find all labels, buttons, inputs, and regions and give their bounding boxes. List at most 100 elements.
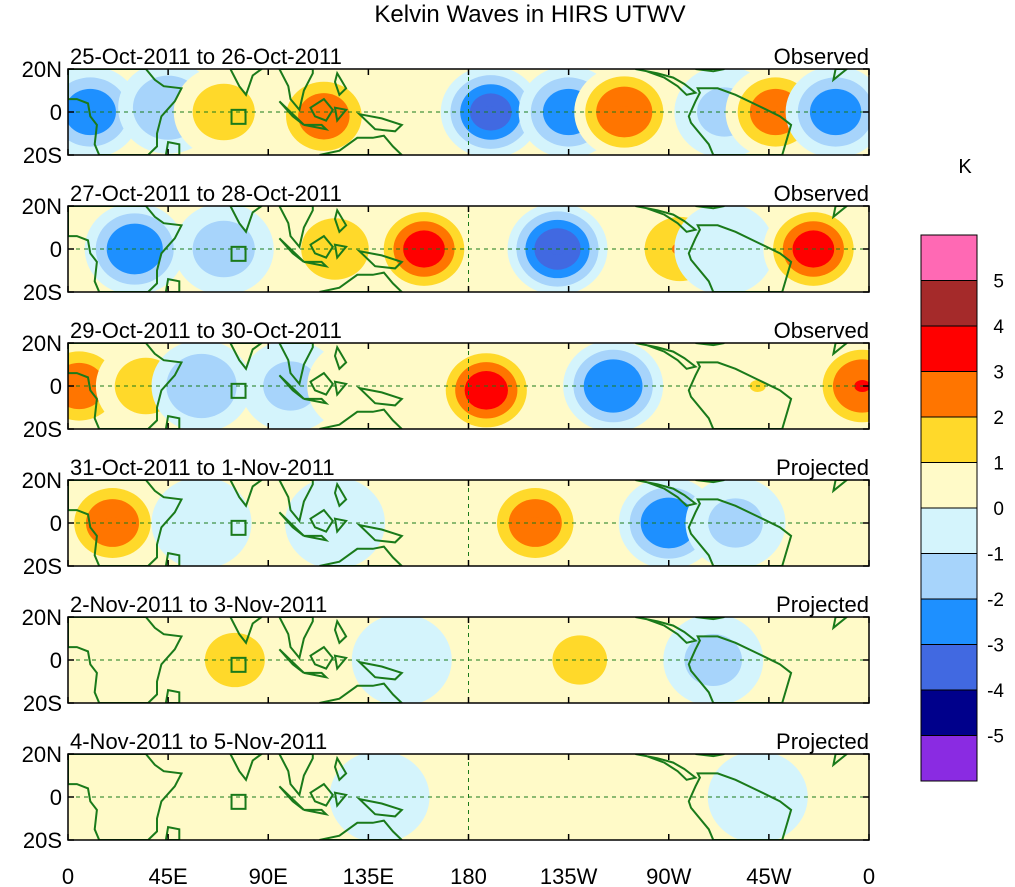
x-tick-label: 90W [646, 864, 691, 887]
coastline-15 [831, 617, 849, 631]
anomaly-field [68, 69, 869, 155]
coastline-14 [695, 480, 725, 484]
panel-status: Observed [774, 181, 869, 206]
anomaly-center-6 [560, 106, 577, 118]
y-tick-label: 0 [50, 374, 62, 399]
coastline-8 [333, 791, 348, 808]
y-tick-label: 20S [23, 691, 62, 716]
coastline-10 [356, 523, 404, 544]
coastline-10 [356, 249, 404, 270]
anomaly-center-2 [137, 380, 154, 392]
anomaly-field [84, 617, 869, 703]
colorbar-swatch [920, 689, 978, 736]
coastline-maldives [230, 108, 247, 125]
colorbar-swatch [920, 507, 978, 554]
anomaly-center-3 [193, 380, 210, 392]
anomaly-center-1 [104, 517, 121, 529]
colorbar-level-label: 2 [993, 408, 1004, 429]
coastline-1 [68, 69, 184, 155]
coastline-14 [695, 343, 725, 347]
y-tick-label: 20N [22, 742, 62, 767]
coastlines [68, 206, 849, 292]
y-tick-label: 20S [23, 554, 62, 579]
anomaly-center-6 [478, 384, 495, 397]
panel-date-range: 31-Oct-2011 to 1-Nov-2011 [70, 455, 335, 480]
coastline-15 [831, 754, 849, 768]
y-tick-label: 0 [50, 785, 62, 810]
colorbar-swatch [920, 644, 978, 691]
anomaly-field [68, 343, 869, 429]
x-tick-label: 0 [863, 864, 875, 887]
coastline-3 [229, 480, 264, 508]
panel-status: Projected [776, 455, 869, 480]
x-tick-label: 0 [62, 864, 74, 887]
coastline-14 [695, 206, 725, 210]
coastline-3 [229, 206, 264, 234]
x-tick-label: 45E [149, 864, 188, 887]
coastline-7 [309, 645, 335, 670]
anomaly-field [84, 206, 864, 292]
colorbar-level-label: 3 [993, 363, 1004, 384]
coastline-13 [687, 635, 793, 703]
coastlines [68, 617, 849, 703]
coastline-1 [68, 617, 184, 703]
anomaly-center-4 [616, 791, 633, 803]
colorbar-swatch [920, 598, 978, 645]
coastline-6 [303, 260, 330, 268]
colorbar-units-label: K [958, 156, 972, 178]
coastline-8 [333, 654, 348, 671]
coastline-8 [333, 380, 348, 397]
colorbar-level-label: 1 [993, 454, 1004, 475]
coastline-7 [309, 234, 335, 259]
y-tick-label: 20N [22, 331, 62, 356]
anomaly-center-6 [816, 654, 833, 666]
coastline-14 [695, 754, 725, 758]
panel-3: 20N 0 20S 29-Oct-2011 to 30-Oct-2011 Observe… [22, 318, 870, 442]
coastline-11 [319, 682, 404, 703]
y-tick-label: 20N [22, 605, 62, 630]
y-tick-label: 20S [23, 280, 62, 305]
anomaly-field [68, 480, 869, 566]
coastline-10 [356, 112, 404, 133]
coastline-2 [164, 825, 181, 840]
panel-1: 20N 0 20S 25-Oct-2011 to 26-Oct-2011 Observe… [22, 44, 870, 168]
coastline-maldives [230, 519, 247, 536]
coastline-1 [68, 343, 184, 429]
colorbar-level-label: -4 [987, 681, 1004, 702]
anomaly-center-1 [104, 791, 121, 803]
coastline-maldives [230, 656, 247, 673]
colorbar-swatch [920, 325, 978, 372]
y-tick-label: 20S [23, 828, 62, 853]
coastline-12 [635, 69, 698, 96]
coastline-7 [309, 97, 335, 122]
coastline-10 [356, 797, 404, 818]
coastline-maldives [230, 245, 247, 262]
y-tick-label: 20S [23, 417, 62, 442]
colorbar-level-label: 0 [993, 499, 1004, 520]
colorbar-level-label: -1 [987, 545, 1004, 566]
colorbar-swatch [920, 371, 978, 418]
coastline-1 [68, 754, 184, 840]
colorbar-swatch [920, 553, 978, 600]
longitude-axis: 0 45E 90E 135E 180 135W 90W 45W 0 [62, 864, 875, 887]
x-tick-label: 45W [746, 864, 791, 887]
coastline-12 [635, 206, 698, 233]
colorbar-swatch [920, 280, 978, 327]
anomaly-center-3 [371, 791, 388, 803]
colorbar-swatch [920, 234, 978, 281]
anomaly-center-4 [571, 654, 588, 666]
coastline-1 [68, 206, 184, 292]
coastline-11 [319, 545, 404, 566]
panel-date-range: 4-Nov-2011 to 5-Nov-2011 [70, 729, 327, 754]
panel-date-range: 2-Nov-2011 to 3-Nov-2011 [70, 592, 327, 617]
colorbar-level-label: 5 [993, 272, 1004, 293]
coastline-12 [635, 343, 698, 370]
panel-date-range: 27-Oct-2011 to 28-Oct-2011 [70, 181, 342, 206]
coastline-11 [319, 819, 404, 840]
coastlines [68, 343, 849, 429]
anomaly-center-5 [705, 654, 722, 666]
panel-status: Projected [776, 729, 869, 754]
coastline-2 [164, 551, 181, 566]
coastlines [68, 69, 849, 155]
